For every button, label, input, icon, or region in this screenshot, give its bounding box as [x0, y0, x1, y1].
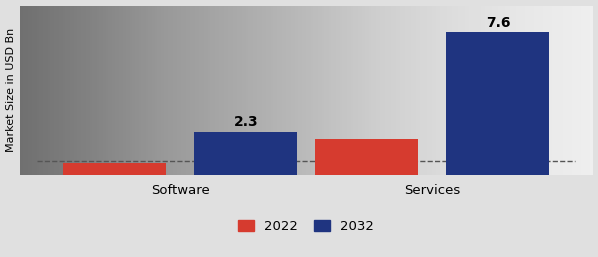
- Text: 2.3: 2.3: [234, 115, 258, 129]
- Bar: [194, 132, 297, 175]
- Bar: [315, 139, 418, 175]
- Y-axis label: Market Size in USD Bn: Market Size in USD Bn: [5, 28, 16, 152]
- Legend: 2022, 2032: 2022, 2032: [231, 213, 381, 240]
- Bar: [63, 163, 166, 175]
- Bar: [446, 32, 550, 175]
- Text: 7.6: 7.6: [486, 16, 510, 30]
